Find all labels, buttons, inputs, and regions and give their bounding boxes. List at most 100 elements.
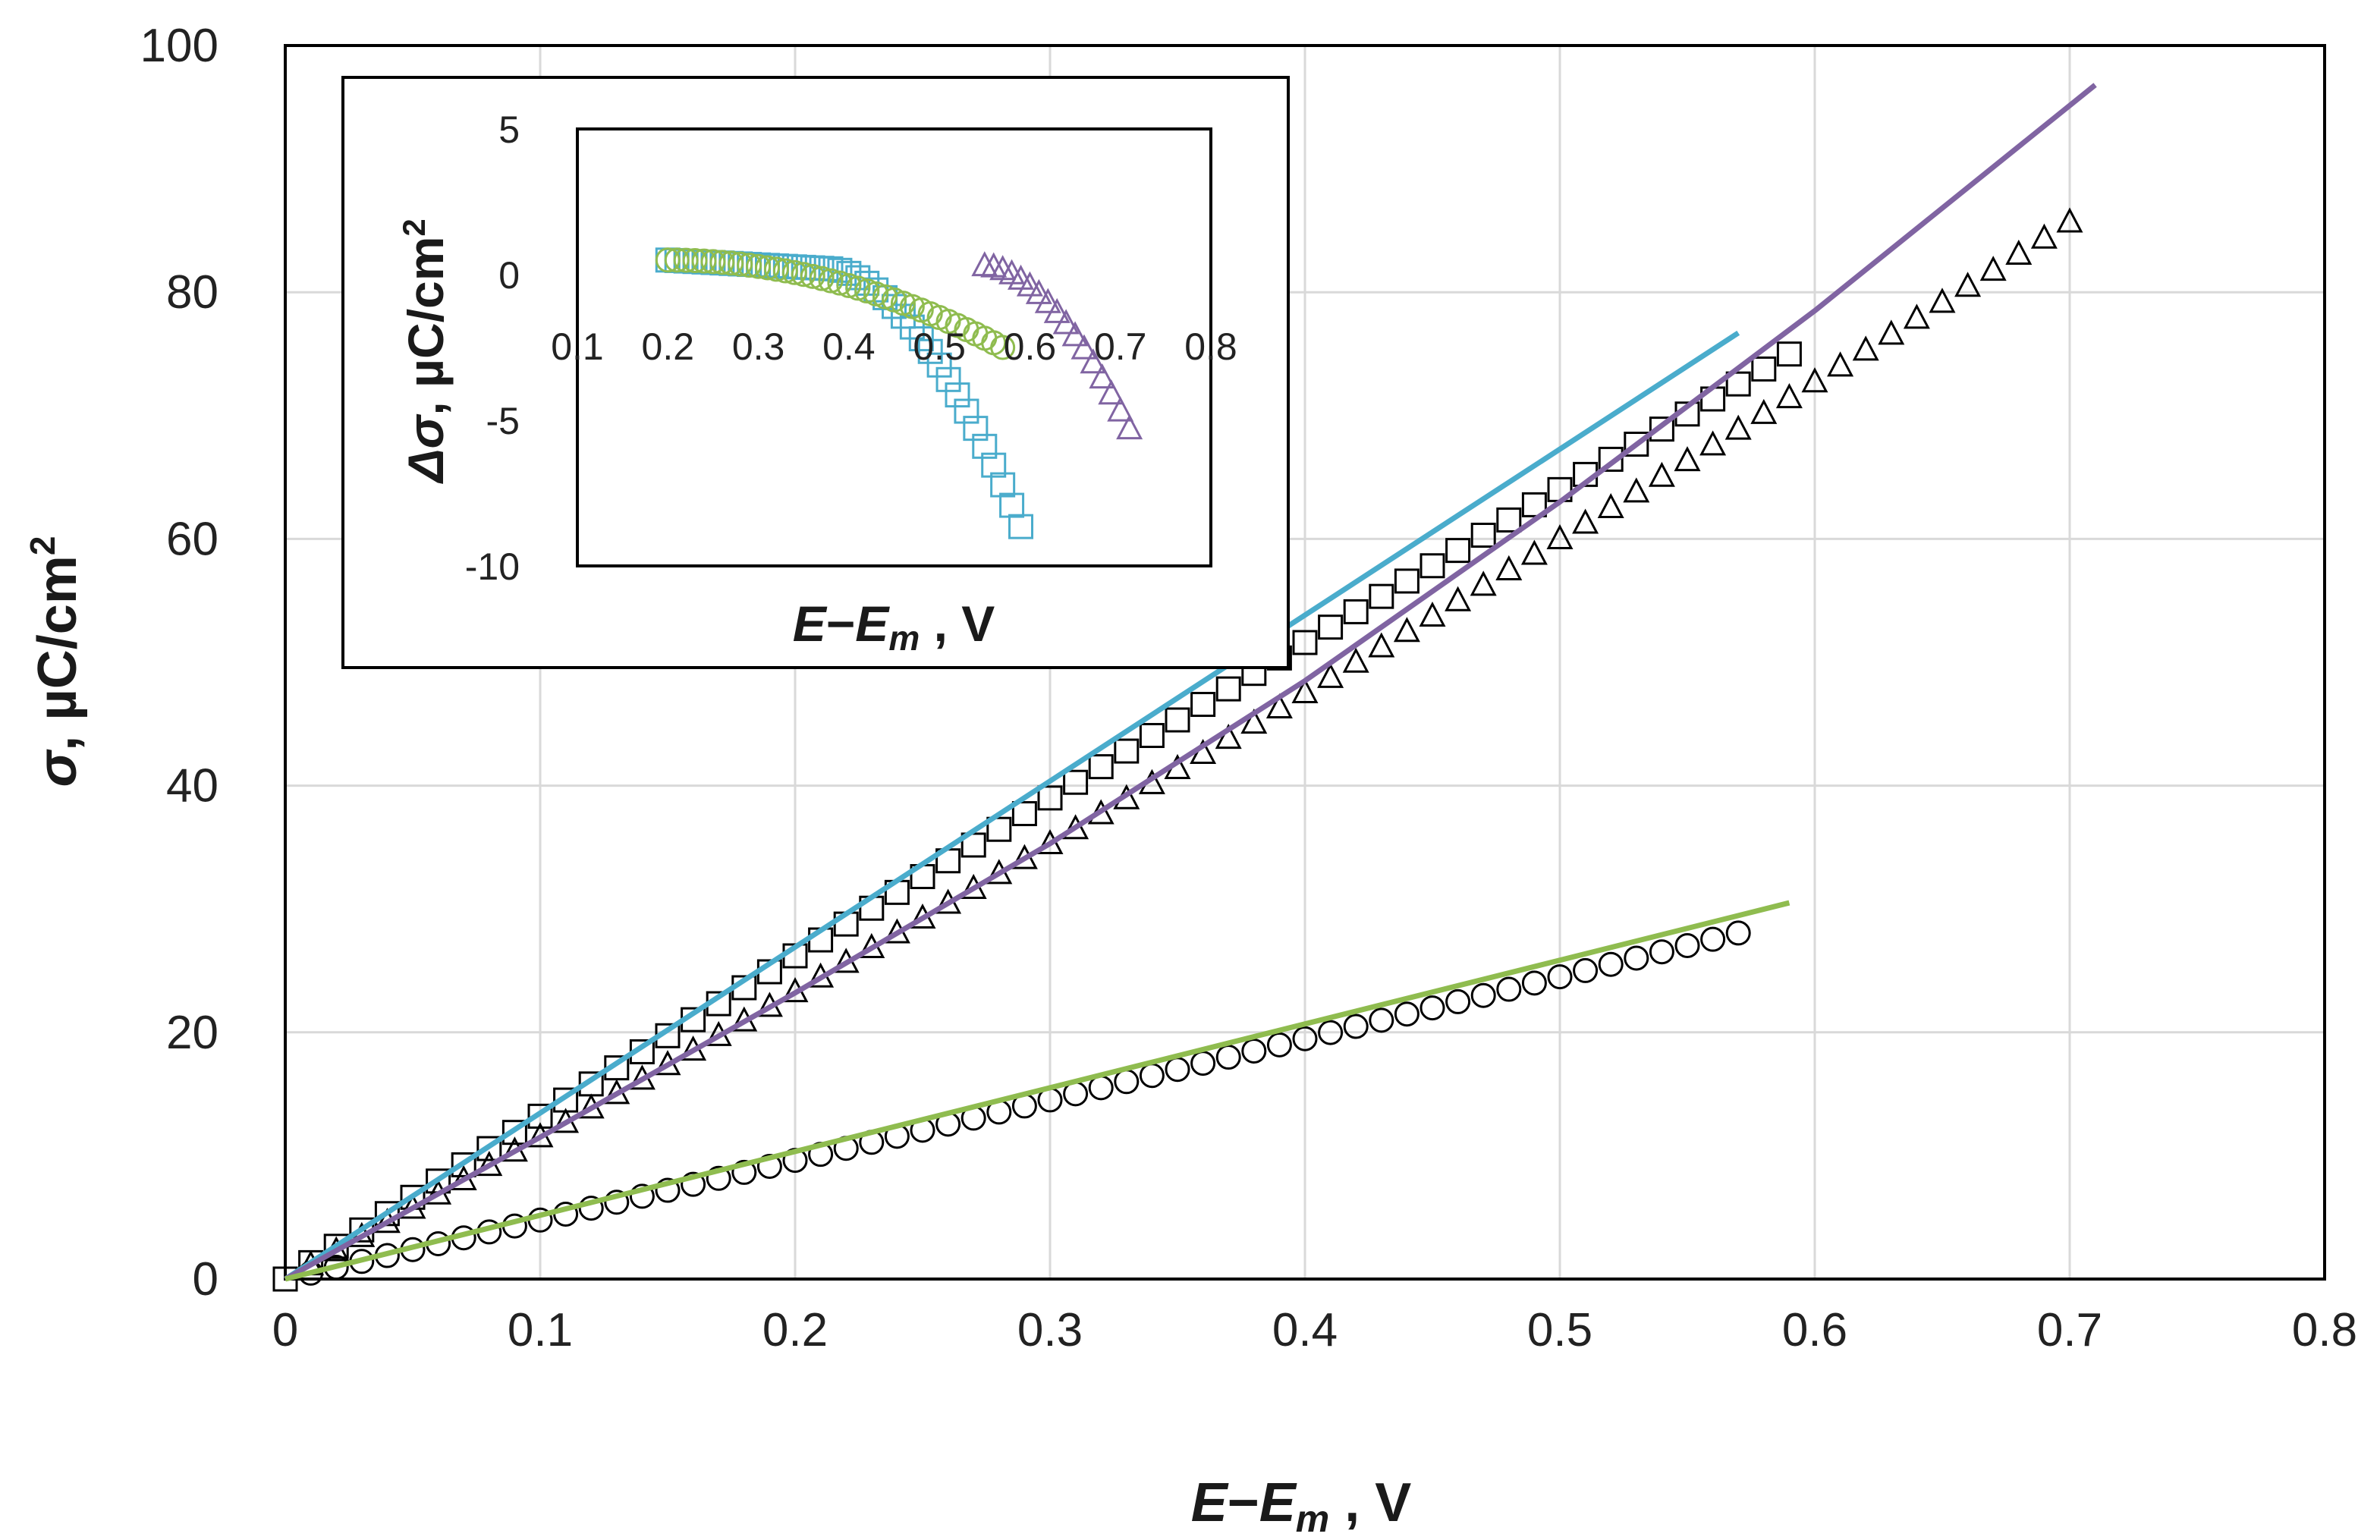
data-point-square [476, 1136, 502, 1161]
data-point-circle [1598, 951, 1624, 977]
data-point-circle [604, 1190, 630, 1215]
inset-point-triangle [1080, 348, 1107, 374]
inset-point-circle [763, 256, 789, 282]
inset-x-tick-label: 0.5 [913, 325, 966, 368]
data-point-square [1521, 492, 1547, 517]
data-point-circle [655, 1177, 681, 1203]
inset-series [655, 247, 1143, 539]
data-point-square [1394, 568, 1420, 594]
main-y-axis-label: σ, µC/cm2 [23, 536, 88, 787]
data-point-triangle [1954, 272, 1982, 297]
inset-point-circle [791, 262, 816, 288]
data-point-circle [1624, 945, 1649, 971]
inset-point-square [999, 492, 1025, 518]
inset-y-tick-label: 0 [498, 254, 520, 297]
data-point-triangle [1520, 539, 1548, 565]
inset-point-circle [673, 247, 699, 273]
data-point-triangle [2056, 207, 2083, 233]
data-point-circle [681, 1171, 706, 1197]
data-point-triangle [1597, 492, 1624, 518]
inset-x-tick-label: 0.3 [732, 325, 785, 368]
data-point-circle [1547, 964, 1573, 990]
inset-x-axis-label: E−Em , V [793, 596, 995, 658]
inset-point-triangle [1061, 321, 1089, 347]
data-point-triangle [1724, 414, 1752, 440]
main-x-tick-label: 0.3 [1017, 1304, 1083, 1356]
data-point-triangle [1775, 383, 1803, 409]
data-point-circle [1241, 1038, 1267, 1064]
inset-x-tick-label: 0.2 [642, 325, 695, 368]
data-point-circle [756, 1153, 782, 1179]
inset-point-circle [990, 335, 1016, 360]
inset-point-circle [682, 248, 708, 274]
data-point-triangle [1546, 523, 1574, 550]
inset-point-circle [800, 263, 825, 289]
inset-point-circle [737, 253, 762, 278]
inset-point-circle [746, 253, 772, 279]
data-point-circle [1266, 1032, 1292, 1058]
data-point-triangle [1265, 693, 1293, 719]
data-point-square [451, 1152, 476, 1177]
inset-y-tick-label: 5 [498, 108, 520, 151]
data-point-triangle [1979, 256, 2007, 281]
data-point-triangle [1342, 647, 1369, 673]
inset-y-ticks: -10 -5 0 5 [465, 108, 520, 588]
data-point-circle [731, 1159, 757, 1185]
main-x-axis-label: E−Em , V [1191, 1472, 1412, 1540]
inset-point-square [917, 338, 943, 364]
inset-point-circle [827, 270, 853, 296]
data-point-triangle [1903, 303, 1930, 329]
data-point-triangle [2030, 223, 2058, 249]
inset-x-tick-label: 0.4 [822, 325, 876, 368]
data-point-triangle [1470, 570, 1497, 596]
main-y-tick-label: 100 [140, 20, 219, 72]
inset-point-square [935, 366, 961, 392]
data-point-triangle [1648, 461, 1675, 487]
data-point-circle [1700, 926, 1726, 952]
data-point-square [501, 1120, 527, 1146]
inset-point-square [954, 398, 979, 424]
data-point-circle [1343, 1014, 1369, 1039]
data-point-square [1139, 723, 1165, 749]
inset-x-tick-label: 0.1 [551, 325, 604, 368]
data-point-triangle [2005, 239, 2033, 265]
data-point-triangle [1929, 288, 1956, 313]
data-point-circle [706, 1165, 731, 1191]
data-point-square [527, 1103, 553, 1129]
inset-chart: 0.1 0.2 0.3 0.4 0.5 0.6 0.7 0.8 -10 -5 0 5 E−Em , … [341, 76, 1290, 669]
main-x-tick-label: 0 [272, 1304, 298, 1356]
inset-x-ticks: 0.1 0.2 0.3 0.4 0.5 0.6 0.7 0.8 [551, 325, 1237, 368]
data-point-triangle [1240, 709, 1268, 734]
data-point-circle [1394, 1001, 1420, 1027]
inset-point-square [818, 256, 844, 281]
main-x-tick-label: 0.2 [762, 1304, 828, 1356]
data-point-circle [1445, 988, 1471, 1014]
main-x-tick-label: 0.7 [2037, 1304, 2102, 1356]
inset-point-circle [728, 251, 753, 277]
data-point-square [986, 816, 1012, 842]
data-point-triangle [1801, 367, 1828, 393]
inset-point-triangle [1116, 414, 1143, 440]
inset-point-circle [818, 268, 844, 294]
data-point-triangle [1750, 398, 1778, 424]
inset-point-circle [772, 258, 798, 284]
inset-point-square [836, 260, 862, 286]
data-point-triangle [1291, 677, 1319, 703]
data-point-triangle [1368, 632, 1395, 658]
main-y-tick-label: 60 [166, 513, 219, 565]
data-point-circle [578, 1196, 604, 1221]
inset-point-square [981, 452, 1007, 478]
data-point-triangle [1215, 724, 1242, 750]
data-point-square [272, 1266, 298, 1292]
data-point-square [1649, 416, 1674, 442]
data-point-square [1470, 523, 1496, 548]
inset-y-tick-label: -10 [465, 545, 520, 588]
data-point-square [1318, 614, 1344, 640]
data-point-square [1037, 785, 1063, 811]
data-point-square [1776, 341, 1802, 367]
data-point-circle [1674, 932, 1700, 958]
data-point-triangle [1445, 586, 1472, 611]
inset-point-triangle [1025, 278, 1052, 304]
main-x-tick-label: 0.8 [2292, 1304, 2357, 1356]
data-point-triangle [1572, 508, 1599, 534]
